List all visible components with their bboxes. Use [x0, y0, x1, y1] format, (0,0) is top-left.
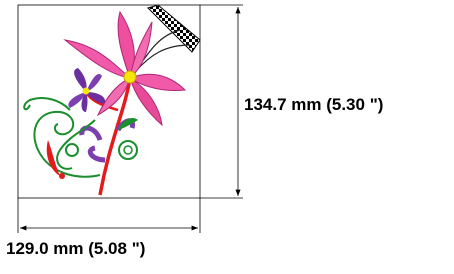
width-dimension: 129.0 mm (5.08 ") [6, 198, 200, 258]
height-label: 134.7 mm (5.30 ") [244, 95, 383, 114]
design-preview: 134.7 mm (5.30 ") 129.0 mm (5.08 ") [0, 0, 454, 269]
height-dimension: 134.7 mm (5.30 ") [200, 5, 383, 198]
width-label: 129.0 mm (5.08 ") [6, 239, 145, 258]
